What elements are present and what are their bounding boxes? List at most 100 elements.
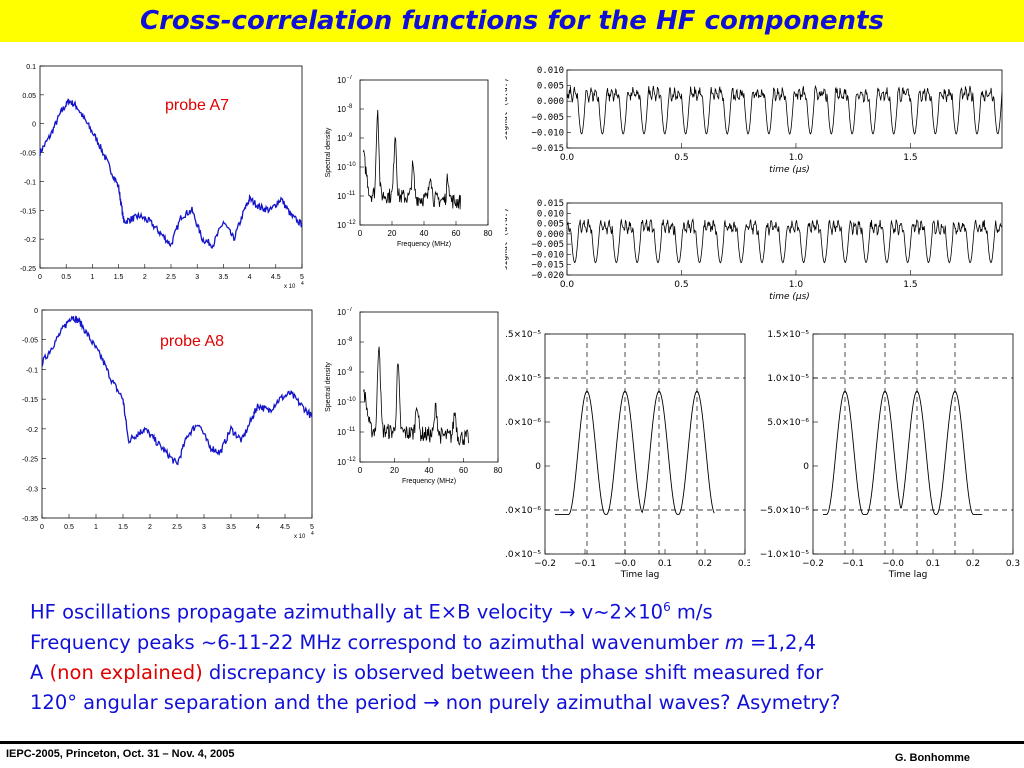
footer-conference: IEPC-2005, Princeton, Oct. 31 – Nov. 4, … bbox=[6, 748, 235, 760]
y-tick-exp: -10 bbox=[347, 162, 356, 168]
x-axis-label: Frequency (MHz) bbox=[397, 241, 451, 248]
x-tick-label: 40 bbox=[425, 466, 434, 475]
x-tick-label: 1.5 bbox=[903, 280, 917, 290]
plot-frame bbox=[359, 79, 489, 226]
plot-frame bbox=[544, 333, 746, 555]
x-tick-label: 80 bbox=[494, 466, 503, 475]
y-tick-label: 0 bbox=[535, 462, 541, 472]
y-tick-label: −0.005 bbox=[531, 240, 564, 250]
x-tick-label: 0.2 bbox=[966, 559, 980, 569]
x-tick-label: 3 bbox=[202, 524, 206, 531]
x-tick-label: 3.5 bbox=[219, 274, 229, 281]
y-tick-label: 5.0×10⁻⁶ bbox=[505, 418, 541, 428]
y-tick-base: 10 bbox=[337, 428, 346, 437]
y-tick-label: 0.05 bbox=[22, 93, 36, 100]
x-tick-label: 0.3 bbox=[738, 559, 750, 569]
x-tick-label: −0.2 bbox=[802, 559, 824, 569]
y-tick-label: 0.000 bbox=[537, 230, 564, 240]
x-axis-label: Frequency (MHz) bbox=[402, 478, 456, 485]
y-tick-label: 1.5×10⁻⁵ bbox=[505, 330, 541, 340]
y-tick-label: 1.5×10⁻⁵ bbox=[767, 330, 809, 340]
y-tick-exp: -11 bbox=[347, 427, 356, 433]
x-tick-label: 1.5 bbox=[114, 274, 124, 281]
psd-series-line bbox=[363, 346, 469, 446]
x-multiplier: x 10 bbox=[284, 284, 296, 290]
y-tick-label: 0.005 bbox=[537, 82, 564, 92]
y-tick-label: 0.010 bbox=[537, 209, 564, 219]
y-tick-label: −5.0×10⁻⁶ bbox=[760, 506, 810, 516]
y-tick-label: -0.05 bbox=[20, 151, 36, 158]
y-tick-exp: -10 bbox=[347, 397, 356, 403]
y-tick-label: −0.020 bbox=[531, 271, 564, 281]
probe-label: probe A7 bbox=[165, 97, 229, 114]
x-tick-label: 0.5 bbox=[674, 153, 688, 163]
x-tick-label: 1.0 bbox=[789, 153, 804, 163]
x-tick-label: 1 bbox=[94, 524, 98, 531]
x-tick-label: 0.5 bbox=[674, 280, 688, 290]
y-tick-label: -0.35 bbox=[22, 516, 38, 523]
signal-series-line bbox=[566, 217, 1003, 264]
cc-series-line bbox=[41, 315, 313, 466]
x-tick-label: −0.0 bbox=[614, 559, 636, 569]
y-tick-label: −5.0×10⁻⁶ bbox=[505, 506, 541, 516]
y-tick-exp: -8 bbox=[347, 104, 353, 110]
y-tick-label: −1.0×10⁻⁵ bbox=[505, 550, 541, 560]
y-tick-base: 10 bbox=[337, 105, 346, 114]
y-tick-label: -0.15 bbox=[20, 208, 36, 215]
y-tick-label: −0.015 bbox=[531, 144, 564, 154]
y-tick-label: 0 bbox=[34, 308, 38, 315]
probe-label: probe A8 bbox=[160, 333, 224, 350]
y-tick-label: −0.010 bbox=[531, 128, 564, 138]
y-tick-label: 0.000 bbox=[537, 97, 564, 107]
x-tick-label: 1.5 bbox=[118, 524, 128, 531]
xcorr-series-line bbox=[823, 390, 983, 515]
x-tick-label: 1 bbox=[90, 274, 94, 281]
y-tick-base: 10 bbox=[337, 368, 346, 377]
x-tick-label: 20 bbox=[388, 229, 397, 238]
x-tick-label: 2.5 bbox=[166, 274, 176, 281]
y-tick-label: -0.3 bbox=[26, 486, 38, 493]
y-tick-label: 5.0×10⁻⁶ bbox=[767, 418, 809, 428]
y-tick-base: 10 bbox=[337, 308, 346, 317]
x-tick-label: 4.5 bbox=[280, 524, 290, 531]
x-axis-label: time (μs) bbox=[769, 165, 810, 175]
x-tick-label: 4.5 bbox=[271, 274, 281, 281]
plot-frame bbox=[41, 309, 313, 519]
signal-series-line bbox=[566, 84, 1003, 135]
chart-signal-2: 0.0150.0100.0050.000−0.005−0.010−0.015−0… bbox=[505, 199, 1003, 302]
x-tick-label: 0.3 bbox=[1006, 559, 1020, 569]
chart-xcorr-left: 1.5×10⁻⁵ 1.0×10⁻⁵ 5.0×10⁻⁶ 0 −5.0×10⁻⁶ −1.0×1… bbox=[505, 330, 750, 580]
x-tick-label: 1.0 bbox=[789, 280, 804, 290]
non-explained-text: (non explained) bbox=[49, 660, 203, 684]
y-tick-exp: -7 bbox=[347, 307, 353, 313]
y-tick-label: −0.010 bbox=[531, 250, 564, 260]
chart-xcorr-right: 1.5×10⁻⁵ 1.0×10⁻⁵ 5.0×10⁻⁶ 0 −5.0×10⁻⁶ −1.0×1… bbox=[760, 330, 1020, 580]
x-tick-label: 5 bbox=[310, 524, 314, 531]
footer-author: G. Bonhomme bbox=[894, 752, 970, 764]
y-axis-label: signal (a.u.) bbox=[505, 78, 509, 141]
x-tick-label: 5 bbox=[300, 274, 304, 281]
y-tick-exp: -9 bbox=[347, 367, 353, 373]
x-tick-label: 0 bbox=[358, 466, 363, 475]
y-tick-exp: -12 bbox=[347, 457, 356, 463]
x-tick-label: 60 bbox=[459, 466, 468, 475]
y-tick-label: −0.015 bbox=[531, 261, 564, 271]
x-tick-label: 80 bbox=[484, 229, 493, 238]
x-tick-label: 0.2 bbox=[698, 559, 712, 569]
x-tick-label: 0.0 bbox=[560, 280, 575, 290]
x-axis-label: Time lag bbox=[888, 570, 928, 580]
bullet-line-2: Frequency peaks ~6-11-22 MHz correspond … bbox=[30, 630, 816, 654]
bullet-line-3: A (non explained) discrepancy is observe… bbox=[30, 660, 824, 684]
y-tick-exp: -8 bbox=[347, 337, 353, 343]
x-tick-label: −0.0 bbox=[882, 559, 904, 569]
y-tick-exp: -9 bbox=[347, 133, 353, 139]
y-tick-label: -0.1 bbox=[24, 179, 36, 186]
x-tick-label: 2.5 bbox=[172, 524, 182, 531]
x-multiplier-exp: 4 bbox=[311, 531, 314, 537]
x-tick-label: 0.5 bbox=[61, 274, 71, 281]
y-tick-label: 0 bbox=[803, 462, 809, 472]
y-tick-label: 0.010 bbox=[537, 66, 564, 76]
y-tick-label: 0 bbox=[32, 122, 36, 129]
